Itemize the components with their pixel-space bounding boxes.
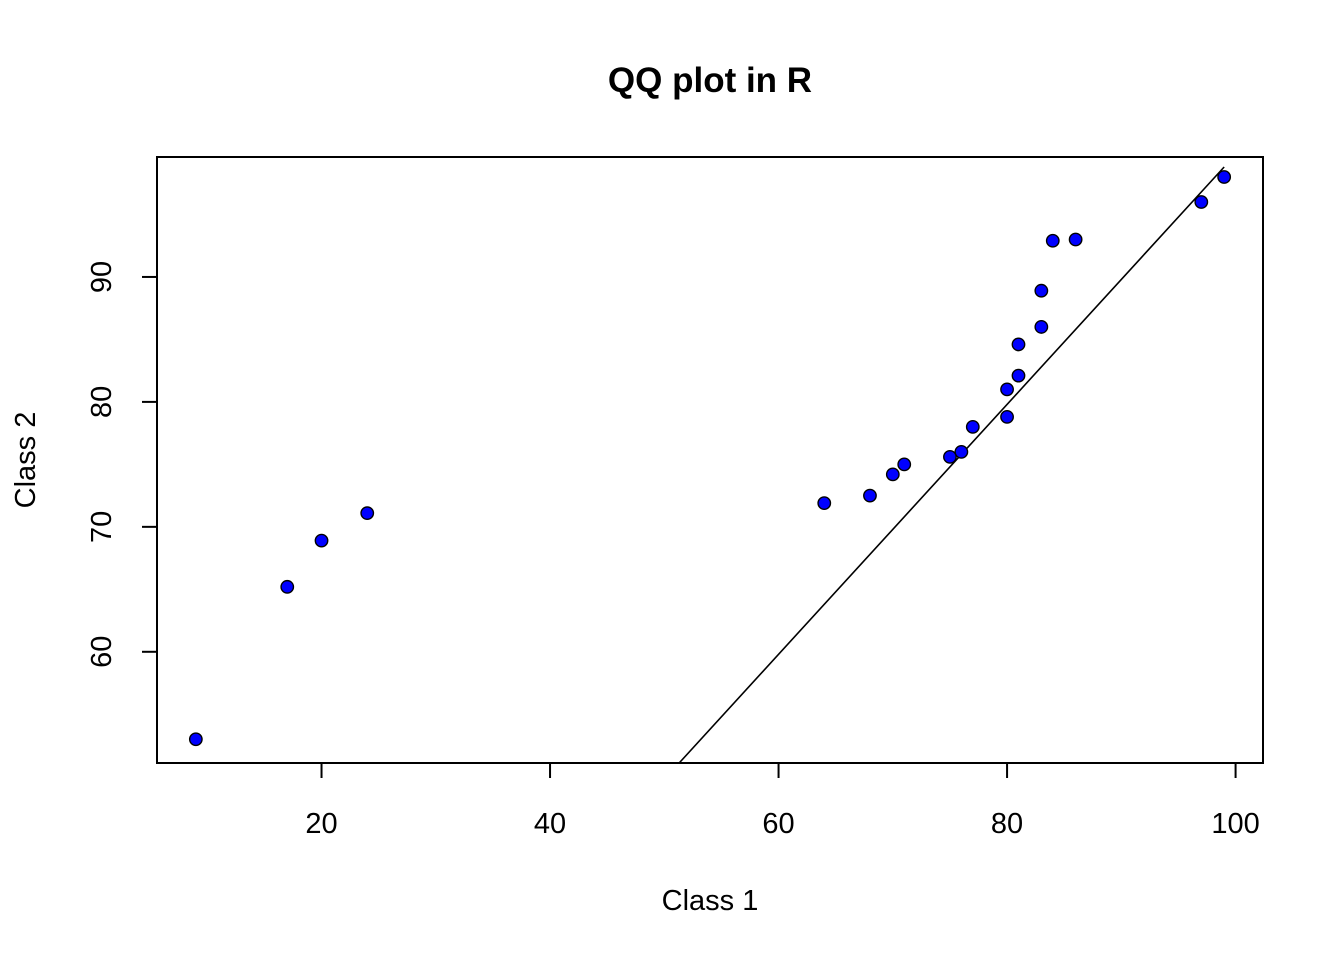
y-axis-label: Class 2 [10,412,42,509]
x-tick-label: 40 [534,808,566,840]
x-axis: 20 40 60 80 100 [305,762,1260,840]
data-point [863,488,877,503]
y-tick-label: 90 [86,261,118,293]
reference-line [678,166,1225,764]
data-point [314,533,329,548]
data-point [1217,170,1232,184]
y-axis: 60 70 80 90 [86,261,158,668]
data-point [1068,232,1083,247]
data-point [943,449,957,464]
data-point [1034,283,1049,298]
data-point [1045,233,1060,248]
y-tick-label: 80 [86,386,118,418]
x-tick-label: 60 [762,808,794,840]
data-point [1011,337,1026,352]
data-point [1000,382,1014,397]
x-tick-label: 80 [991,808,1023,840]
chart-title: QQ plot in R [608,61,812,100]
data-point [280,579,295,594]
data-point [1000,409,1014,424]
y-tick-label: 60 [86,636,118,668]
y-tick-label: 70 [86,511,118,543]
data-point [360,506,375,521]
x-tick-label: 20 [305,808,337,840]
data-point [1011,368,1026,383]
x-axis-label: Class 1 [662,885,759,917]
data-point [1034,320,1049,334]
x-tick-label: 100 [1211,808,1259,840]
data-point [1194,195,1209,209]
data-point [965,419,980,434]
data-point [817,496,832,511]
data-point [954,444,969,459]
data-point [885,467,900,482]
data-point [188,732,203,747]
data-point [897,457,912,472]
data-points [188,170,1232,747]
